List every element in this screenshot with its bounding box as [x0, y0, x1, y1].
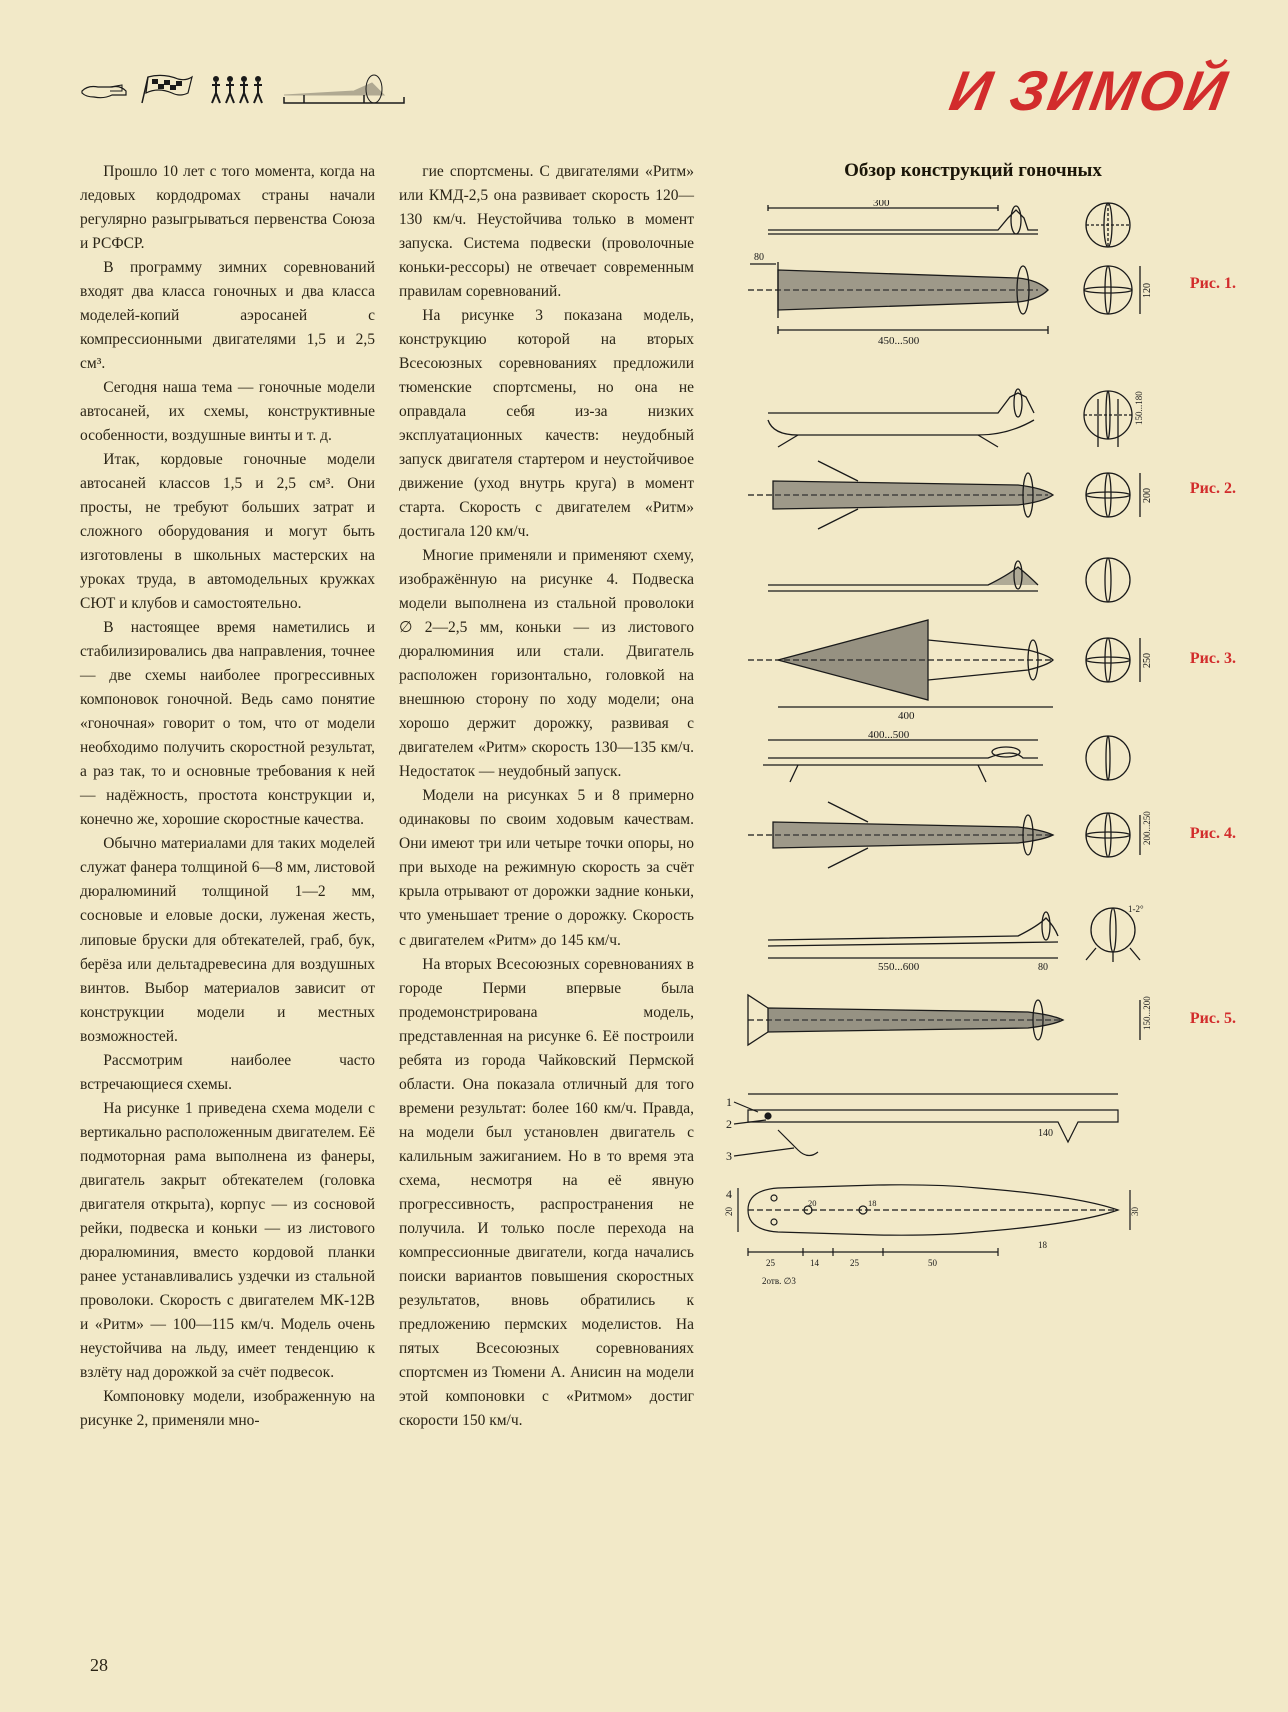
svg-text:18: 18: [1038, 1240, 1048, 1250]
figure-4-diagram: 400...500 200...250: [718, 730, 1158, 890]
paragraph: Итак, кордовые гоночные модели автосаней…: [80, 448, 375, 616]
svg-text:3: 3: [726, 1149, 732, 1163]
svg-text:50: 50: [928, 1258, 938, 1268]
figures-column: Обзор конструкций гоночных: [718, 160, 1228, 1642]
figure-5: 1-2° 550...600 80 150...200 Рис. 5.: [718, 900, 1228, 1070]
figure-2: 150...180 200 Рис. 2.: [718, 385, 1228, 545]
page-number: 28: [90, 1655, 108, 1676]
detail-diagram: 1 2 3 4 140: [718, 1080, 1158, 1290]
svg-text:550...600: 550...600: [878, 961, 920, 973]
svg-text:400: 400: [898, 710, 915, 720]
figure-5-label: Рис. 5.: [1190, 1010, 1236, 1028]
model-sled-icon: [274, 71, 424, 109]
column-1: Прошло 10 лет с того момента, когда на л…: [80, 160, 375, 1642]
svg-text:300: 300: [873, 200, 890, 209]
paragraph: Рассмотрим наиболее часто встречающиеся …: [80, 1049, 375, 1097]
svg-text:14: 14: [810, 1258, 820, 1268]
figure-3: 400 250 Рис. 3.: [718, 555, 1228, 720]
svg-text:400...500: 400...500: [868, 730, 910, 741]
content-columns: Прошло 10 лет с того момента, когда на л…: [80, 160, 1228, 1642]
figure-5-diagram: 1-2° 550...600 80 150...200: [718, 900, 1158, 1070]
svg-text:2: 2: [726, 1117, 732, 1131]
svg-text:20: 20: [808, 1198, 817, 1208]
svg-text:25: 25: [766, 1258, 776, 1268]
figure-1: 300 80 450...500: [718, 200, 1228, 375]
paragraph: На рисунке 1 приведена схема модели с ве…: [80, 1097, 375, 1385]
figure-1-diagram: 300 80 450...500: [718, 200, 1158, 375]
svg-text:25: 25: [850, 1258, 860, 1268]
pointing-hand-icon: [80, 71, 130, 109]
paragraph: Компоновку модели, изображенную на рисун…: [80, 1385, 375, 1433]
paragraph: На рисунке 3 показана модель, конструкци…: [399, 304, 694, 544]
svg-text:150...180: 150...180: [1134, 391, 1144, 425]
figure-3-label: Рис. 3.: [1190, 650, 1236, 668]
people-figures-icon: [206, 71, 266, 109]
paragraph: На вторых Всесоюзных соревнованиях в гор…: [399, 953, 694, 1433]
paragraph: В настоящее время наметились и стабилизи…: [80, 616, 375, 832]
paragraph: гие спортсмены. С двигателями «Ритм» или…: [399, 160, 694, 304]
checkered-flag-icon: [138, 71, 198, 109]
svg-text:30: 30: [1130, 1207, 1140, 1217]
svg-text:150...200: 150...200: [1142, 996, 1152, 1030]
figure-2-diagram: 150...180 200: [718, 385, 1158, 545]
svg-text:20: 20: [724, 1207, 734, 1217]
svg-text:200...250: 200...250: [1142, 811, 1152, 845]
svg-text:120: 120: [1142, 283, 1153, 298]
svg-text:140: 140: [1038, 1128, 1053, 1139]
paragraph: Прошло 10 лет с того момента, когда на л…: [80, 160, 375, 256]
svg-text:1-2°: 1-2°: [1128, 904, 1144, 914]
figure-4-label: Рис. 4.: [1190, 825, 1236, 843]
magazine-page: И ЗИМОЙ Прошло 10 лет с того момента, ко…: [0, 0, 1288, 1712]
figure-3-diagram: 400 250: [718, 555, 1158, 720]
paragraph: Модели на рисунках 5 и 8 примерно одинак…: [399, 784, 694, 952]
svg-text:80: 80: [1038, 962, 1048, 973]
svg-text:80: 80: [754, 252, 764, 263]
paragraph: Многие применяли и применяют схему, изоб…: [399, 544, 694, 784]
figures-subtitle: Обзор конструкций гоночных: [718, 160, 1228, 182]
svg-text:450...500: 450...500: [878, 335, 920, 347]
svg-text:4: 4: [726, 1187, 732, 1201]
svg-text:1: 1: [726, 1095, 732, 1109]
svg-text:200: 200: [1142, 488, 1153, 503]
svg-text:2отв. ∅3: 2отв. ∅3: [762, 1276, 796, 1286]
figure-2-label: Рис. 2.: [1190, 480, 1236, 498]
paragraph: Сегодня наша тема — гоночные модели авто…: [80, 376, 375, 448]
paragraph: В программу зимних соревнований входят д…: [80, 256, 375, 376]
page-header: И ЗИМОЙ: [80, 50, 1228, 130]
figure-1-label: Рис. 1.: [1190, 275, 1236, 293]
figure-detail: 1 2 3 4 140: [718, 1080, 1228, 1290]
svg-text:18: 18: [868, 1198, 877, 1208]
svg-text:250: 250: [1142, 653, 1153, 668]
column-2: гие спортсмены. С двигателями «Ритм» или…: [399, 160, 694, 1642]
article-title: И ЗИМОЙ: [946, 58, 1234, 123]
header-graphic-strip: [80, 60, 450, 120]
paragraph: Обычно материалами для таких моделей слу…: [80, 832, 375, 1048]
figure-4: 400...500 200...250 Рис. 4.: [718, 730, 1228, 890]
